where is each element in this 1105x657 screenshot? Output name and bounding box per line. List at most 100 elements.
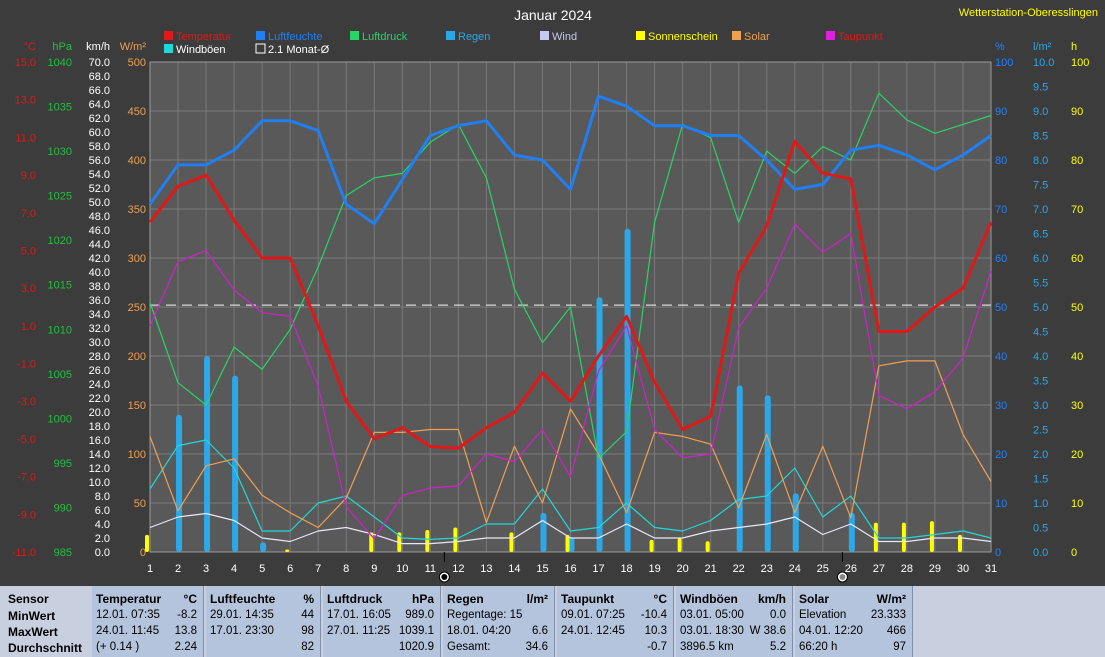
legend-entry: Windböen <box>176 44 226 56</box>
legend-swatch <box>446 31 455 40</box>
tick-label-press: 1015 <box>48 280 72 292</box>
tick-label-solar: 200 <box>128 351 146 363</box>
stat-label: 03.01. 18:30 <box>680 625 744 637</box>
stat-title: Solar <box>799 592 830 606</box>
sun-bar <box>285 549 290 552</box>
x-tick-label: 24 <box>789 563 801 575</box>
tick-label-press: 1030 <box>48 146 72 158</box>
tick-label-rain: 10.0 <box>1033 57 1054 69</box>
sun-bar <box>425 529 430 552</box>
legend: Temperatur Luftfeuchte Luftdruck Regen Wind S… <box>164 31 883 56</box>
tick-label-wind: 24.0 <box>89 379 110 391</box>
axis-unit-rain: l/m² <box>1033 41 1052 53</box>
tick-label-wind: 64.0 <box>89 99 110 111</box>
rain-bar <box>204 356 211 552</box>
stat-block-regen: Regen l/m² Regentage: 15 18.01. 04:20 6.6 Ges… <box>443 586 555 657</box>
tick-label-rain: 8.0 <box>1033 155 1048 167</box>
stat-unit: W/m² <box>876 592 906 606</box>
tick-label-wind: 70.0 <box>89 57 110 69</box>
tick-label-solar: 100 <box>128 449 146 461</box>
tick-label-temp: -7.0 <box>17 472 36 484</box>
sun-bar <box>957 534 962 552</box>
tick-label-solar: 150 <box>128 400 146 412</box>
stat-unit: °C <box>653 592 667 606</box>
stat-value: 34.6 <box>525 641 548 653</box>
x-tick-label: 4 <box>231 563 237 575</box>
tick-label-rain: 7.0 <box>1033 204 1048 216</box>
tick-label-rain: 6.0 <box>1033 253 1048 265</box>
sun-bar <box>453 527 458 552</box>
stat-value: 5.2 <box>770 641 786 653</box>
tick-label-rain: 5.5 <box>1033 278 1048 290</box>
tick-label-press: 1025 <box>48 191 72 203</box>
legend-entry: Temperatur <box>176 31 232 43</box>
stat-unit: l/m² <box>526 592 548 606</box>
tick-label-rain: 1.0 <box>1033 498 1048 510</box>
x-tick-label: 28 <box>901 563 913 575</box>
tick-label-wind: 16.0 <box>89 435 110 447</box>
tick-label-press: 1000 <box>48 413 72 425</box>
tick-label-sun: 40 <box>1071 351 1083 363</box>
tick-label-humid: 20 <box>995 449 1007 461</box>
tick-label-temp: 15.0 <box>15 57 36 69</box>
tick-label-wind: 30.0 <box>89 337 110 349</box>
stat-label: 12.01. 07:35 <box>96 609 160 621</box>
tick-label-rain: 2.0 <box>1033 449 1048 461</box>
tick-label-rain: 8.5 <box>1033 131 1048 143</box>
tick-label-sun: 100 <box>1071 57 1089 69</box>
tick-label-wind: 32.0 <box>89 323 110 335</box>
tick-label-humid: 100 <box>995 57 1013 69</box>
tick-label-wind: 0.0 <box>95 547 110 559</box>
stat-title: Regen <box>447 592 484 606</box>
legend-entry: Wind <box>552 31 577 43</box>
legend-entry: Luftdruck <box>362 31 408 43</box>
tick-label-wind: 54.0 <box>89 169 110 181</box>
grid <box>149 61 992 553</box>
tick-label-wind: 52.0 <box>89 183 110 195</box>
stat-unit: % <box>303 592 314 606</box>
tick-label-solar: 0 <box>140 547 146 559</box>
series-line-wind <box>149 512 992 545</box>
stat-value: -0.7 <box>647 641 667 653</box>
tick-label-sun: 80 <box>1071 155 1083 167</box>
rain-bar <box>764 395 771 552</box>
stat-block-windben: Windböen km/h 03.01. 05:00 0.0 03.01. 18:30 W… <box>676 586 793 657</box>
tick-label-sun: 60 <box>1071 253 1083 265</box>
stat-unit: hPa <box>411 592 434 606</box>
stat-label: 27.01. 11:25 <box>327 625 391 637</box>
stat-value: 82 <box>301 641 314 653</box>
axis-unit-press: hPa <box>52 41 72 53</box>
tick-label-temp: 5.0 <box>21 245 36 257</box>
rain-bar <box>260 542 267 552</box>
tick-label-wind: 48.0 <box>89 211 110 223</box>
stat-value: 989.0 <box>405 609 434 621</box>
x-tick-label: 25 <box>817 563 829 575</box>
x-tick-label: 9 <box>371 563 377 575</box>
stat-label: 3896.5 km <box>680 641 734 653</box>
stat-title: Taupunkt <box>561 592 615 606</box>
stat-label: 17.01. 16:05 <box>327 609 391 621</box>
weather-chart: Januar 2024 Wetterstation-Oberesslingen … <box>12 7 1098 583</box>
tick-label-humid: 10 <box>995 498 1007 510</box>
x-tick-label: 30 <box>957 563 969 575</box>
tick-label-solar: 400 <box>128 155 146 167</box>
stat-title: Windböen <box>680 592 738 606</box>
axis-unit-sun: h <box>1071 41 1077 53</box>
series-line-temperatur <box>148 139 993 450</box>
x-tick-label: 17 <box>592 563 604 575</box>
right-axes: %1009080706050403020100l/m²10.09.59.08.5… <box>995 41 1089 559</box>
x-tick-label: 10 <box>396 563 408 575</box>
tick-label-wind: 60.0 <box>89 127 110 139</box>
sun-bar <box>901 522 906 552</box>
tick-label-temp: -5.0 <box>17 434 36 446</box>
legend-swatch <box>636 31 645 40</box>
x-tick-label: 20 <box>677 563 689 575</box>
x-tick-label: 16 <box>564 563 576 575</box>
sun-bar <box>649 539 654 552</box>
tick-label-wind: 38.0 <box>89 281 110 293</box>
tick-label-sun: 0 <box>1071 547 1077 559</box>
tick-label-temp: 1.0 <box>21 321 36 333</box>
legend-swatch <box>164 31 173 40</box>
tick-label-solar: 300 <box>128 253 146 265</box>
moon-phase-icon-inner <box>441 574 448 580</box>
